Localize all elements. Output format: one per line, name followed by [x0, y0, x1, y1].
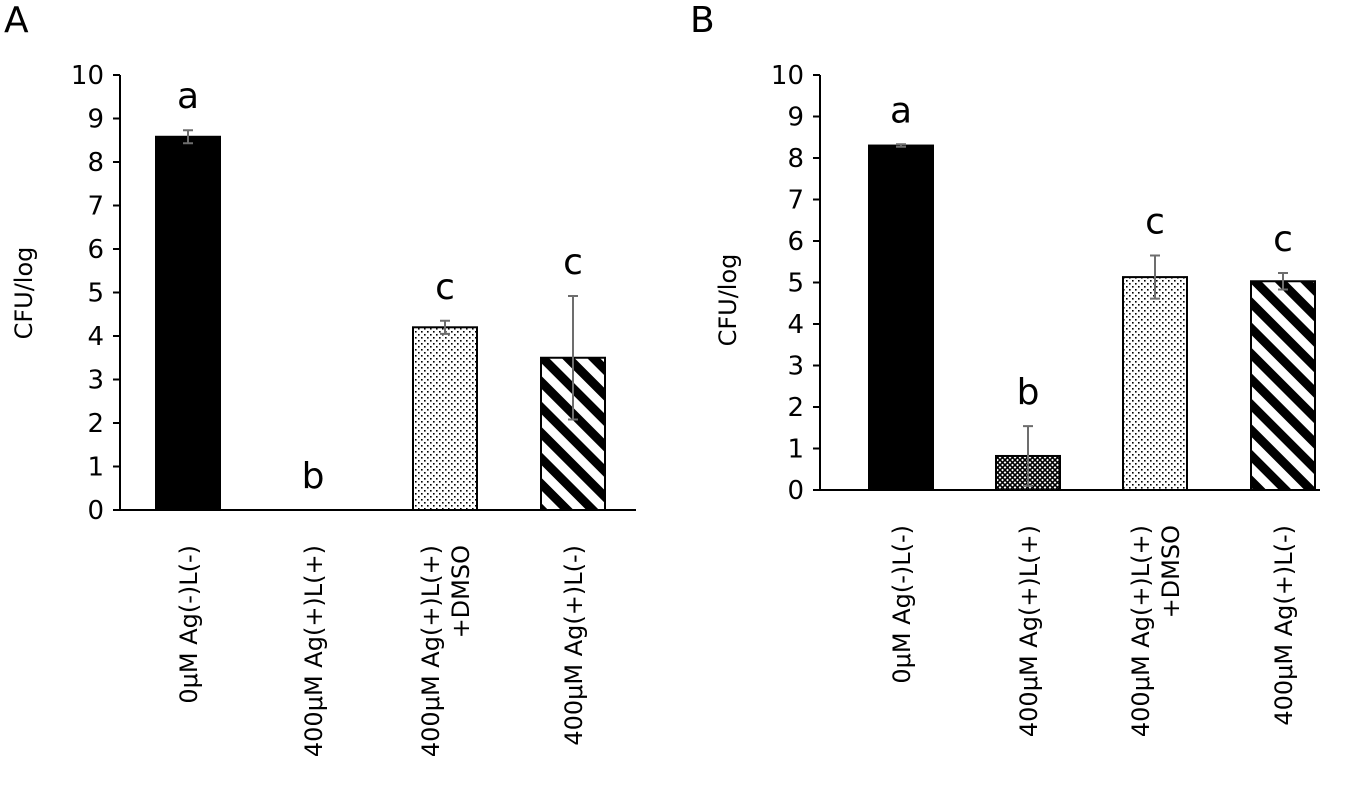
category-label-line: 400μM Ag(+)L(-)	[560, 545, 588, 746]
panel-b: B CFU/log 0 1 2 3 4 5 6 7 8 9 10 a b c c 0μM Ag(-)L(-…	[690, 0, 1320, 737]
category-label: 0μM Ag(-)L(-)	[175, 545, 203, 704]
y-tick-label: 6	[87, 235, 104, 265]
category-label-line: 400μM Ag(+)L(+)	[1127, 525, 1155, 737]
significance-label: a	[177, 76, 199, 117]
error-bar	[440, 319, 450, 335]
y-ticks-a: 0 1 2 3 4 5 6 7 8 9 10	[71, 61, 120, 526]
y-tick-label: 4	[87, 322, 104, 352]
significance-label: b	[1017, 372, 1040, 413]
y-axis-title-b: CFU/log	[714, 254, 742, 347]
y-tick-label: 5	[787, 269, 804, 299]
y-tick-label: 9	[87, 105, 104, 135]
y-tick-label: 1	[787, 435, 804, 465]
error-bar	[1150, 254, 1160, 300]
category-label: 400μM Ag(+)L(-)	[560, 545, 588, 746]
bar	[868, 144, 934, 492]
bars-a	[155, 135, 606, 512]
bar	[1122, 276, 1188, 492]
significance-label: c	[563, 242, 583, 283]
y-tick-label: 4	[787, 310, 804, 340]
y-tick-label: 7	[787, 186, 804, 216]
panel-label-a: A	[4, 0, 29, 41]
panel-label-b: B	[690, 0, 715, 41]
y-axis-title-a: CFU/log	[10, 247, 38, 340]
category-label-line: +DMSO	[447, 545, 475, 638]
category-label: 0μM Ag(-)L(-)	[888, 525, 916, 684]
error-bar	[183, 129, 193, 145]
y-tick-label: 6	[787, 227, 804, 257]
category-labels-a: 0μM Ag(-)L(-) 400μM Ag(+)L(+) 400μM Ag(+)L…	[175, 545, 588, 757]
y-tick-label: 3	[787, 352, 804, 382]
significance-label: a	[890, 90, 912, 131]
y-tick-label: 10	[771, 61, 804, 91]
category-label-line: 400μM Ag(+)L(+)	[1015, 525, 1043, 737]
category-label-line: 400μM Ag(+)L(+)	[417, 545, 445, 757]
y-tick-label: 7	[87, 192, 104, 222]
bar	[155, 135, 221, 512]
errorbars-a	[183, 129, 578, 421]
error-bar	[568, 294, 578, 421]
y-ticks-b: 0 1 2 3 4 5 6 7 8 9 10	[771, 61, 820, 506]
y-tick-label: 8	[787, 144, 804, 174]
category-label: 400μM Ag(+)L(+) +DMSO	[1127, 525, 1185, 737]
y-tick-label: 0	[87, 496, 104, 526]
category-label: 400μM Ag(+)L(+) +DMSO	[417, 545, 475, 757]
sig-labels-b: a b c c	[890, 90, 1293, 413]
category-labels-b: 0μM Ag(-)L(-) 400μM Ag(+)L(+) 400μM Ag(+)L…	[888, 525, 1298, 737]
significance-label: c	[1145, 202, 1165, 243]
bars-b	[868, 144, 1316, 492]
y-tick-label: 8	[87, 148, 104, 178]
panel-a: A CFU/log 0 1 2 3 4 5 6 7 8 9 10 a b c c 0μM Ag(-)L(-…	[4, 0, 636, 757]
bar	[1250, 280, 1316, 491]
errorbars-b	[896, 143, 1288, 487]
category-label: 400μM Ag(+)L(-)	[1270, 525, 1298, 726]
error-bar	[1023, 425, 1033, 487]
category-label-line: +DMSO	[1157, 525, 1185, 618]
bar	[540, 356, 606, 511]
error-bar	[1278, 271, 1288, 291]
y-tick-label: 3	[87, 366, 104, 396]
y-tick-label: 1	[87, 453, 104, 483]
significance-label: c	[435, 267, 455, 308]
significance-label: b	[302, 456, 325, 497]
y-tick-label: 10	[71, 61, 104, 91]
y-tick-label: 2	[87, 409, 104, 439]
error-bar	[896, 143, 906, 148]
y-tick-label: 9	[787, 103, 804, 133]
bar	[412, 326, 478, 511]
category-label: 400μM Ag(+)L(+)	[1015, 525, 1043, 737]
y-tick-label: 5	[87, 279, 104, 309]
category-label: 400μM Ag(+)L(+)	[300, 545, 328, 757]
y-tick-label: 0	[787, 476, 804, 506]
sig-labels-a: a b c c	[177, 76, 583, 497]
category-label-line: 400μM Ag(+)L(-)	[1270, 525, 1298, 726]
category-label-line: 0μM Ag(-)L(-)	[888, 525, 916, 684]
y-tick-label: 2	[787, 393, 804, 423]
significance-label: c	[1273, 219, 1293, 260]
category-label-line: 400μM Ag(+)L(+)	[300, 545, 328, 757]
category-label-line: 0μM Ag(-)L(-)	[175, 545, 203, 704]
